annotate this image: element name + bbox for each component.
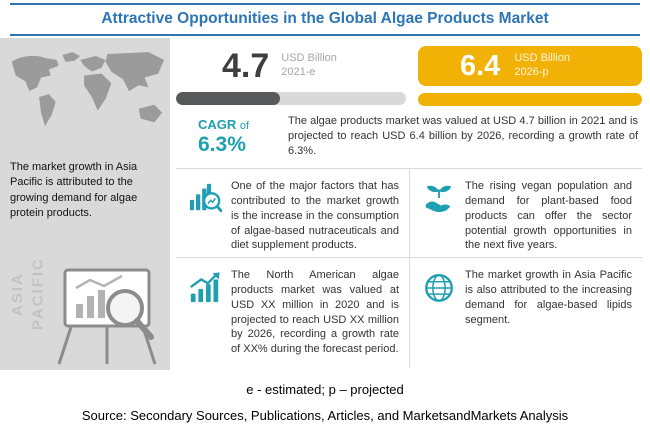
cagr-value: 6.3% <box>198 133 246 156</box>
bullet-north-america: The North American algae products market… <box>176 257 409 368</box>
cagr-section: CAGR of 6.3% The algae products market w… <box>176 114 642 166</box>
region-sidebar: The market growth in Asia Pacific is att… <box>0 38 170 370</box>
bullet-nutraceuticals: One of the major factors that has contri… <box>176 169 409 257</box>
region-label-line1: ASIA <box>9 272 26 316</box>
legend-note: e - estimated; p – projected <box>246 382 404 397</box>
world-map-icon <box>11 52 165 127</box>
bar-2021 <box>176 92 406 105</box>
page-title: Attractive Opportunities in the Global A… <box>101 10 549 27</box>
value-2021: 4.7 <box>222 46 270 85</box>
value-2026: 6.4 <box>460 49 501 82</box>
stat-2021: 4.7 USD Billion 2021-e <box>176 46 406 105</box>
globe-icon <box>425 274 453 302</box>
bar-chart-magnifier-icon <box>189 183 222 213</box>
bullet-text: One of the major factors that has contri… <box>231 180 399 252</box>
bullet-vegan-demand: The rising vegan population and demand f… <box>409 169 642 257</box>
source-line: Source: Secondary Sources, Publications,… <box>81 408 569 423</box>
bullet-text: The North American algae products market… <box>231 269 399 356</box>
sidebar-callout-text: The market growth in Asia Pacific is att… <box>10 161 138 220</box>
unit-2026: USD Billion 2026-p <box>514 52 570 78</box>
divider-horizontal <box>176 168 642 169</box>
unit-2021: USD Billion 2021-e <box>281 52 337 78</box>
bullet-grid: One of the major factors that has contri… <box>176 169 642 368</box>
cagr-block: CAGR of 6.3% <box>198 117 249 157</box>
growth-chart-icon <box>190 272 220 303</box>
hand-plant-icon <box>425 185 452 212</box>
bar-2021-fill <box>176 92 280 105</box>
bullet-text: The market growth in Asia Pacific is als… <box>465 269 632 326</box>
bullet-asia-pacific-lipids: The market growth in Asia Pacific is als… <box>409 257 642 368</box>
region-label-line2: PACIFIC <box>29 257 47 331</box>
stat-2026: 6.4 USD Billion 2026-p <box>418 46 642 106</box>
cagr-of: of <box>239 120 250 132</box>
easel-chart-magnifier-icon <box>57 268 157 365</box>
cagr-label: CAGR <box>198 117 237 132</box>
bullet-text: The rising vegan population and demand f… <box>465 180 632 252</box>
region-label: ASIA PACIFIC <box>8 230 49 358</box>
title-bar: Attractive Opportunities in the Global A… <box>10 3 640 36</box>
footer: e - estimated; p – projected Source: Sec… <box>0 370 650 432</box>
bar-2026 <box>418 93 642 106</box>
main-panel: 4.7 USD Billion 2021-e 6.4 USD Billion 2… <box>170 38 650 370</box>
market-summary-text: The algae products market was valued at … <box>288 115 638 157</box>
value-2026-box: 6.4 USD Billion 2026-p <box>418 46 642 86</box>
